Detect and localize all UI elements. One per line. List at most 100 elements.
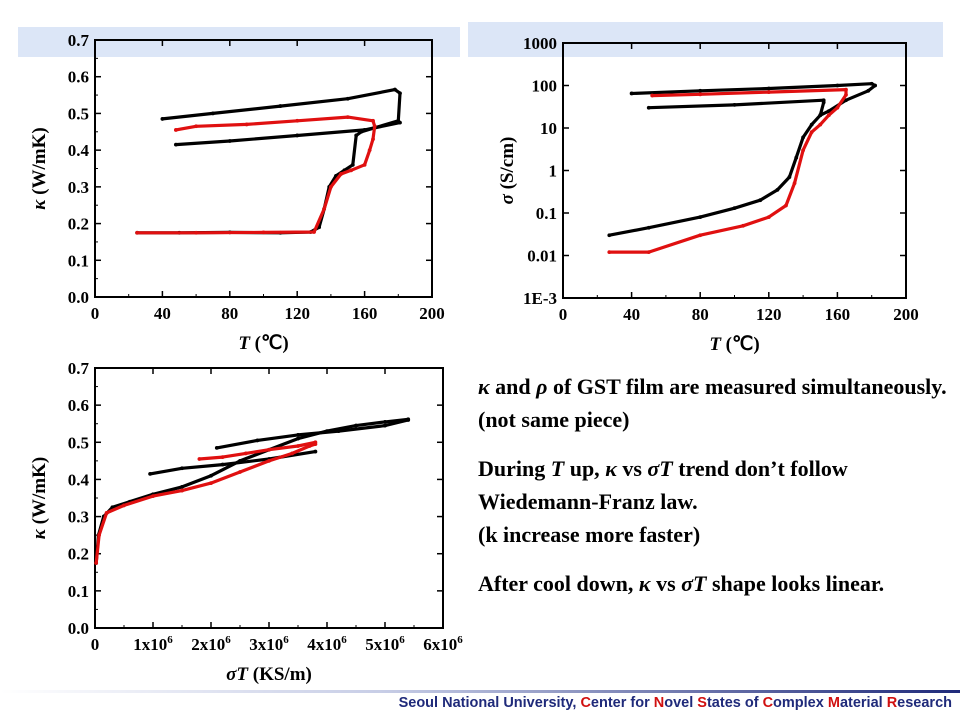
data-point: [345, 96, 350, 101]
y-tick-label: 0.4: [68, 470, 90, 489]
x-tick-exponent: 6: [283, 634, 289, 646]
y-tick-label: 0.6: [68, 396, 89, 415]
data-point: [826, 109, 831, 113]
data-point: [371, 118, 375, 123]
footer-initial: R: [886, 695, 898, 711]
data-point: [869, 81, 874, 86]
x-tick-label: 120: [284, 304, 310, 323]
footer-part: enter for: [590, 695, 654, 711]
series-line: [199, 440, 316, 461]
data-point: [135, 230, 140, 235]
data-point: [255, 438, 260, 443]
data-point: [792, 181, 797, 186]
x-axis-label: T (℃): [709, 334, 759, 355]
note-heating-trend: During T up, κ vs σT trend don’t follow …: [478, 452, 956, 518]
data-point: [173, 128, 178, 132]
series-line: [216, 418, 409, 450]
footer-initial: S: [697, 695, 707, 711]
data-point: [173, 142, 178, 147]
y-tick-label: 0.1: [68, 582, 89, 601]
y-tick-label: 10: [540, 119, 557, 138]
data-point: [312, 230, 316, 234]
x-tick-label: 160: [352, 304, 378, 323]
data-point: [211, 111, 215, 116]
data-point: [698, 233, 703, 238]
header-band-left: [18, 27, 460, 57]
data-point: [329, 184, 333, 189]
x-tick-label: 120: [756, 305, 782, 324]
data-point: [296, 444, 300, 448]
data-point: [698, 88, 703, 93]
data-point: [362, 128, 367, 132]
x-tick-label: 80: [221, 304, 238, 323]
y-axis-label: σ (S/cm): [497, 137, 518, 205]
data-point: [607, 250, 612, 255]
data-point: [261, 230, 266, 235]
data-point: [818, 122, 823, 127]
data-point: [296, 432, 300, 437]
data-point: [110, 505, 115, 510]
data-point: [278, 104, 283, 108]
data-point: [698, 215, 703, 220]
data-point: [766, 90, 771, 94]
note-rho-symbol: ρ: [536, 374, 548, 399]
data-point: [94, 561, 99, 565]
data-point: [835, 83, 840, 88]
data-point: [732, 206, 737, 211]
data-point: [393, 87, 397, 92]
data-point: [398, 91, 402, 96]
data-point: [295, 133, 300, 138]
chart-kappa-vs-sigmaT-svg: 0.0 0.1 0.2 0.3 0.4 0.5 0.6 0.7 0 1x106 2x106 3x106…: [30, 359, 463, 685]
data-point: [732, 102, 737, 107]
series-line: [137, 115, 377, 235]
x-tick-label: 0: [91, 635, 100, 654]
note-cooldown-sigmaT: σT: [681, 571, 707, 596]
footer-divider: [0, 690, 960, 693]
x-tick-label: 2x106: [191, 634, 231, 654]
data-point: [180, 466, 184, 471]
y-tick-label: 0.2: [68, 215, 89, 234]
data-point: [766, 86, 771, 91]
note-heating-T: T: [550, 456, 565, 481]
data-point: [646, 250, 651, 255]
data-point: [646, 105, 651, 110]
data-point: [372, 124, 377, 129]
data-point: [383, 423, 387, 428]
y-tick-label: 1000: [523, 34, 557, 53]
data-point: [809, 130, 814, 135]
data-point: [180, 484, 184, 489]
footer-initial: C: [762, 695, 774, 711]
data-point: [194, 124, 199, 129]
x-axis-label: T (℃): [238, 333, 288, 354]
note-cooldown-b: vs: [650, 571, 682, 596]
footer-part: esearch: [897, 695, 952, 711]
data-point: [345, 115, 350, 119]
data-point: [194, 230, 199, 235]
note-cooldown-a: After cool down,: [478, 571, 639, 596]
data-point: [209, 481, 213, 486]
note-heating-d: trend don’t follow Wiedemann-Franz law.: [478, 456, 848, 514]
data-point: [220, 455, 225, 460]
y-tick-label: 100: [532, 77, 558, 96]
data-point: [866, 88, 871, 93]
y-tick-label: 0.2: [68, 545, 89, 564]
note-cooldown-c: shape looks linear.: [706, 571, 885, 596]
data-point: [180, 488, 184, 493]
note-measurement: κ and ρ of GST film are measured simulta…: [478, 370, 956, 436]
chart-kappa-vs-temperature-svg: 0.0 0.1 0.2 0.3 0.4 0.5 0.6 0.7 0 40 80 120 160 200 T …: [30, 31, 445, 354]
x-tick-label: 5x106: [365, 634, 405, 654]
data-point: [406, 418, 411, 422]
data-point: [244, 122, 249, 127]
note-and: and: [489, 374, 537, 399]
data-point: [313, 449, 318, 454]
y-tick-label: 0.01: [527, 247, 557, 266]
data-point: [122, 503, 126, 508]
data-point: [775, 187, 780, 192]
data-point: [290, 451, 295, 456]
data-point: [398, 120, 402, 125]
data-point: [818, 113, 823, 118]
x-tick-label: 200: [893, 305, 919, 324]
series-line: [137, 87, 402, 235]
data-point: [148, 471, 152, 476]
data-point: [336, 429, 341, 434]
